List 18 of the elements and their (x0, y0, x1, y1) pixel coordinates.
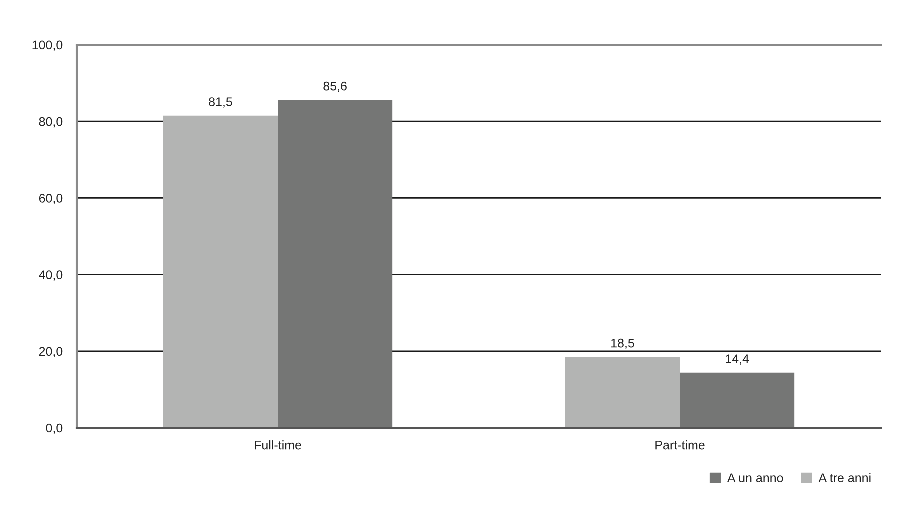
x-tick-label: Full-time (255, 440, 302, 450)
legend-label: A un anno (727, 474, 784, 482)
bar (565, 357, 680, 428)
data-label: 18,5 (612, 338, 634, 350)
y-tick-label: 0,0 (46, 424, 63, 434)
data-label: 14,4 (726, 354, 750, 365)
y-tick-label: 100,0 (32, 40, 63, 52)
bar (278, 100, 393, 428)
y-tick-label: 60,0 (39, 194, 63, 204)
data-label: 81,5 (209, 98, 232, 108)
y-tick-label: 80,0 (39, 117, 63, 128)
data-label: 85,6 (324, 82, 347, 92)
x-tick-label: Part-time (656, 440, 705, 450)
bar (680, 372, 795, 428)
y-tick-label: 40,0 (39, 270, 63, 281)
legend-label: A tre anni (818, 473, 871, 482)
y-tick-label: 20,0 (39, 347, 63, 358)
bar (163, 116, 278, 428)
